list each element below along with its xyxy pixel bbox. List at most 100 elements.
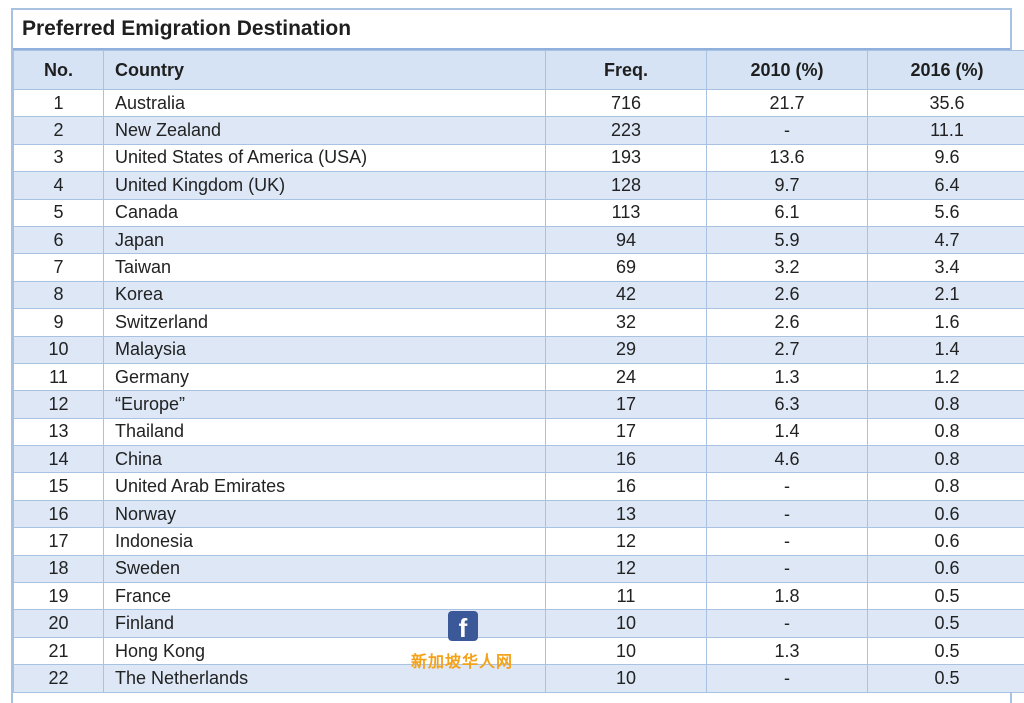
cell-freq: 94 bbox=[545, 225, 707, 255]
cell-2010: - bbox=[706, 116, 868, 145]
cell-2016: 4.7 bbox=[867, 225, 1024, 255]
table-row: 16 Norway 13-0.6 bbox=[13, 499, 1024, 529]
cell-freq: 17 bbox=[545, 390, 707, 419]
cell-no: 19 bbox=[13, 582, 104, 611]
table-title: Preferred Emigration Destination bbox=[13, 10, 1010, 50]
cell-2016: 0.6 bbox=[867, 527, 1024, 556]
watermark-text: 新加坡华人网 bbox=[410, 652, 513, 671]
cell-2016: 0.8 bbox=[867, 472, 1024, 501]
cell-2010: 6.1 bbox=[706, 198, 868, 227]
table-row: 22 The Netherlands 10-0.5 bbox=[13, 664, 1024, 693]
cell-2016: 0.5 bbox=[867, 664, 1024, 693]
header-2010: 2010 (%) bbox=[706, 50, 868, 90]
cell-freq: 17 bbox=[545, 417, 707, 447]
cell-no: 14 bbox=[13, 445, 104, 474]
cell-no: 7 bbox=[13, 253, 104, 282]
cell-no: 6 bbox=[13, 225, 104, 255]
header-no: No. bbox=[13, 50, 104, 90]
table-row: 18 Sweden 12-0.6 bbox=[13, 554, 1024, 584]
cell-2016: 0.8 bbox=[867, 390, 1024, 419]
cell-country: France bbox=[103, 582, 546, 611]
cell-freq: 11 bbox=[545, 582, 707, 611]
cell-country: “Europe” bbox=[103, 390, 546, 419]
cell-2016: 1.2 bbox=[867, 362, 1024, 392]
table-row: 17 Indonesia 12-0.6 bbox=[13, 527, 1024, 556]
cell-2010: 13.6 bbox=[706, 143, 868, 173]
cell-2010: 9.7 bbox=[706, 171, 868, 200]
table-row: 4 United Kingdom (UK) 128 9.7 6.4 bbox=[13, 171, 1024, 200]
cell-country: United Kingdom (UK) bbox=[103, 171, 546, 200]
table-row: 6 Japan 94 5.9 4.7 bbox=[13, 225, 1024, 255]
cell-freq: 12 bbox=[545, 527, 707, 556]
cell-no: 9 bbox=[13, 308, 104, 337]
cell-2016: 0.8 bbox=[867, 445, 1024, 474]
header-country: Country bbox=[103, 50, 546, 90]
cell-2010: 1.3 bbox=[706, 636, 868, 666]
table-row: 9 Switzerland 32 2.6 1.6 bbox=[13, 308, 1024, 337]
cell-no: 22 bbox=[13, 664, 104, 693]
table-row: 19 France 11 1.8 0.5 bbox=[13, 582, 1024, 611]
cell-2010: 3.2 bbox=[706, 253, 868, 282]
cell-country: United States of America (USA) bbox=[103, 143, 546, 173]
cell-no: 13 bbox=[13, 417, 104, 447]
cell-2016: 1.4 bbox=[867, 335, 1024, 364]
table-row: 5 Canada 113 6.1 5.6 bbox=[13, 198, 1024, 227]
cell-no: 16 bbox=[13, 499, 104, 529]
watermark: f 新加坡华人网 bbox=[406, 611, 518, 671]
cell-freq: 113 bbox=[545, 198, 707, 227]
cell-no: 18 bbox=[13, 554, 104, 584]
cell-2016: 5.6 bbox=[867, 198, 1024, 227]
cell-2010: 1.4 bbox=[706, 417, 868, 447]
cell-no: 2 bbox=[13, 116, 104, 145]
cell-no: 3 bbox=[13, 143, 104, 173]
table-row: 14 China 16 4.6 0.8 bbox=[13, 445, 1024, 474]
cell-freq: 223 bbox=[545, 116, 707, 145]
cell-country: Indonesia bbox=[103, 527, 546, 556]
cell-freq: 24 bbox=[545, 362, 707, 392]
cell-freq: 716 bbox=[545, 88, 707, 118]
cell-2010: - bbox=[706, 499, 868, 529]
table-row: 11 Germany 24 1.3 1.2 bbox=[13, 362, 1024, 392]
cell-2016: 35.6 bbox=[867, 88, 1024, 118]
cell-2016: 0.5 bbox=[867, 636, 1024, 666]
table-row: 7 Taiwan 69 3.2 3.4 bbox=[13, 253, 1024, 282]
cell-freq: 10 bbox=[545, 609, 707, 638]
cell-2010: 2.6 bbox=[706, 308, 868, 337]
cell-2010: - bbox=[706, 527, 868, 556]
cell-country: Norway bbox=[103, 499, 546, 529]
cell-country: The Netherlands bbox=[103, 664, 546, 693]
cell-freq: 10 bbox=[545, 636, 707, 666]
cell-2010: - bbox=[706, 472, 868, 501]
cell-2016: 6.4 bbox=[867, 171, 1024, 200]
cell-freq: 16 bbox=[545, 445, 707, 474]
cell-country: Taiwan bbox=[103, 253, 546, 282]
cell-no: 20 bbox=[13, 609, 104, 638]
cell-country: Malaysia bbox=[103, 335, 546, 364]
cell-2016: 0.8 bbox=[867, 417, 1024, 447]
cell-2010: 4.6 bbox=[706, 445, 868, 474]
cell-freq: 10 bbox=[545, 664, 707, 693]
cell-freq: 193 bbox=[545, 143, 707, 173]
table-row: 2 New Zealand 223-11.1 bbox=[13, 116, 1024, 145]
cell-2016: 3.4 bbox=[867, 253, 1024, 282]
cell-no: 17 bbox=[13, 527, 104, 556]
cell-country: Switzerland bbox=[103, 308, 546, 337]
cell-no: 1 bbox=[13, 88, 104, 118]
cell-country: Thailand bbox=[103, 417, 546, 447]
cell-country: Australia bbox=[103, 88, 546, 118]
cell-freq: 29 bbox=[545, 335, 707, 364]
cell-country: Japan bbox=[103, 225, 546, 255]
table-header-row: No. Country Freq. 2010 (%) 2016 (%) bbox=[13, 50, 1024, 90]
cell-2010: 6.3 bbox=[706, 390, 868, 419]
cell-2010: 21.7 bbox=[706, 88, 868, 118]
cell-freq: 12 bbox=[545, 554, 707, 584]
table-row: 3 United States of America (USA) 193 13.6 9.… bbox=[13, 143, 1024, 173]
cell-country: Germany bbox=[103, 362, 546, 392]
cell-2010: - bbox=[706, 554, 868, 584]
cell-country: Sweden bbox=[103, 554, 546, 584]
cell-2016: 0.5 bbox=[867, 582, 1024, 611]
cell-freq: 69 bbox=[545, 253, 707, 282]
cell-no: 15 bbox=[13, 472, 104, 501]
cell-2016: 0.6 bbox=[867, 499, 1024, 529]
cell-2016: 0.5 bbox=[867, 609, 1024, 638]
